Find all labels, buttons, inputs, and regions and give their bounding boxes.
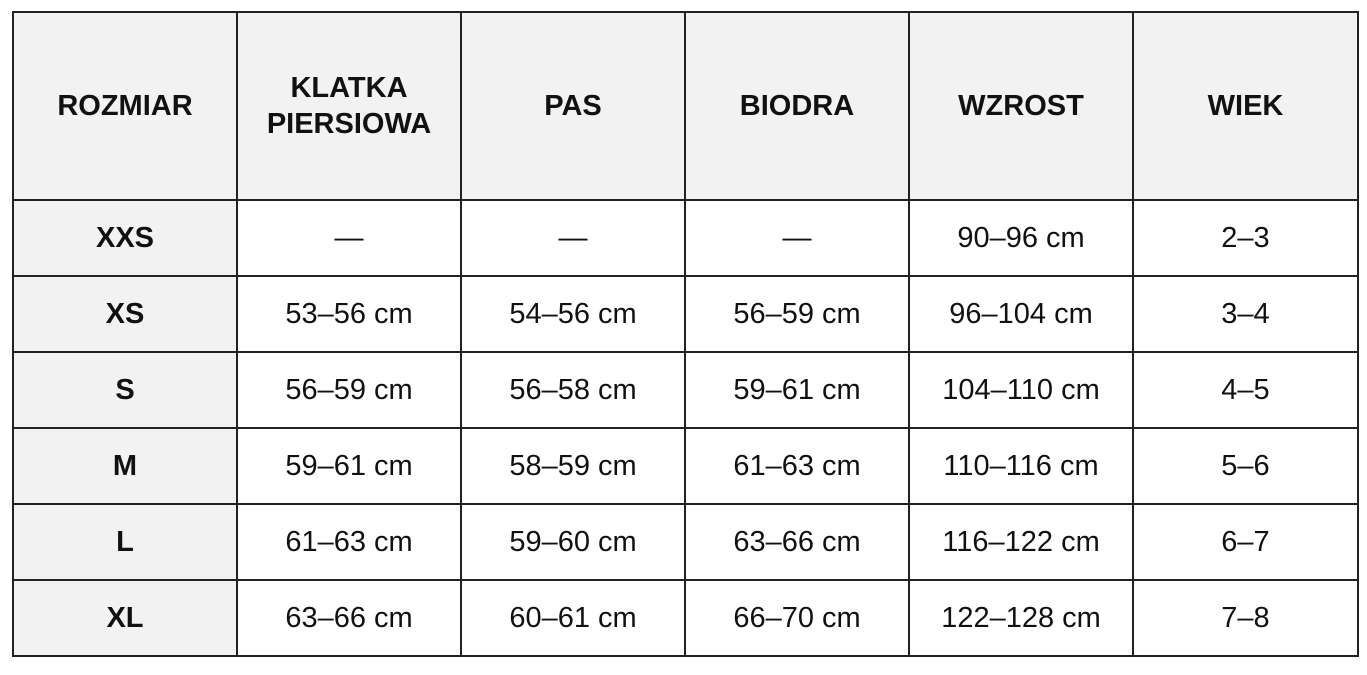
size-cell: M [12, 427, 238, 505]
height-cell: 96–104 cm [908, 275, 1134, 353]
size-cell: L [12, 503, 238, 581]
header-biodra: BIODRA [684, 11, 910, 201]
height-cell: 110–116 cm [908, 427, 1134, 505]
age-cell: 2–3 [1132, 199, 1359, 277]
size-cell: XXS [12, 199, 238, 277]
header-klatka-piersiowa: KLATKA PIERSIOWA [236, 11, 462, 201]
header-rozmiar: ROZMIAR [12, 11, 238, 201]
chest-cell: 59–61 cm [236, 427, 462, 505]
size-chart-table: ROZMIAR KLATKA PIERSIOWA PAS BIODRA WZRO… [12, 11, 1359, 657]
chest-cell: 63–66 cm [236, 579, 462, 657]
age-cell: 7–8 [1132, 579, 1359, 657]
size-cell: XL [12, 579, 238, 657]
waist-cell: 59–60 cm [460, 503, 686, 581]
table-row: S 56–59 cm 56–58 cm 59–61 cm 104–110 cm … [12, 351, 1359, 429]
hips-cell: 66–70 cm [684, 579, 910, 657]
header-wzrost: WZROST [908, 11, 1134, 201]
hips-cell: 56–59 cm [684, 275, 910, 353]
age-cell: 6–7 [1132, 503, 1359, 581]
hips-cell: 59–61 cm [684, 351, 910, 429]
age-cell: 3–4 [1132, 275, 1359, 353]
header-wiek: WIEK [1132, 11, 1359, 201]
age-cell: 4–5 [1132, 351, 1359, 429]
waist-cell: — [460, 199, 686, 277]
waist-cell: 54–56 cm [460, 275, 686, 353]
hips-cell: — [684, 199, 910, 277]
chest-cell: — [236, 199, 462, 277]
chest-cell: 53–56 cm [236, 275, 462, 353]
size-cell: S [12, 351, 238, 429]
header-row: ROZMIAR KLATKA PIERSIOWA PAS BIODRA WZRO… [12, 11, 1359, 201]
hips-cell: 63–66 cm [684, 503, 910, 581]
height-cell: 122–128 cm [908, 579, 1134, 657]
chest-cell: 61–63 cm [236, 503, 462, 581]
table-row: XS 53–56 cm 54–56 cm 56–59 cm 96–104 cm … [12, 275, 1359, 353]
table-row: L 61–63 cm 59–60 cm 63–66 cm 116–122 cm … [12, 503, 1359, 581]
waist-cell: 56–58 cm [460, 351, 686, 429]
height-cell: 90–96 cm [908, 199, 1134, 277]
header-pas: PAS [460, 11, 686, 201]
table-row: XXS — — — 90–96 cm 2–3 [12, 199, 1359, 277]
table-row: M 59–61 cm 58–59 cm 61–63 cm 110–116 cm … [12, 427, 1359, 505]
hips-cell: 61–63 cm [684, 427, 910, 505]
waist-cell: 58–59 cm [460, 427, 686, 505]
table-row: XL 63–66 cm 60–61 cm 66–70 cm 122–128 cm… [12, 579, 1359, 657]
age-cell: 5–6 [1132, 427, 1359, 505]
waist-cell: 60–61 cm [460, 579, 686, 657]
height-cell: 116–122 cm [908, 503, 1134, 581]
chest-cell: 56–59 cm [236, 351, 462, 429]
size-cell: XS [12, 275, 238, 353]
height-cell: 104–110 cm [908, 351, 1134, 429]
